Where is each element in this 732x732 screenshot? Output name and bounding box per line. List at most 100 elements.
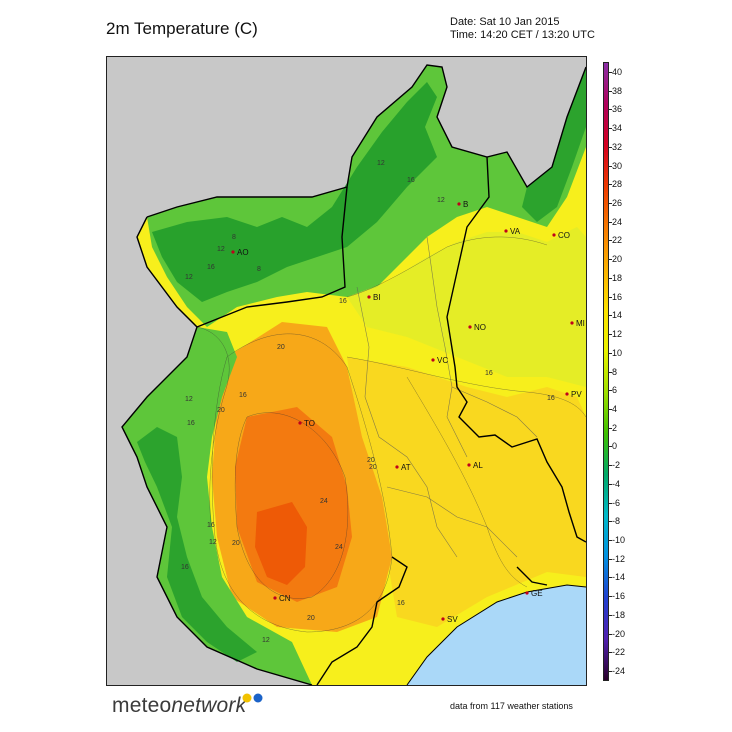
color-scale-tick-mark <box>609 652 612 654</box>
svg-text:VA: VA <box>510 227 521 236</box>
color-scale-tick-mark <box>609 315 612 317</box>
meteonetwork-logo: meteonetwork <box>112 694 247 717</box>
map-canvas: 12 16 12 8 12 16 12 8 16 20 16 12 16 20 … <box>107 57 586 685</box>
sea-area <box>407 585 586 685</box>
contour-label: 16 <box>485 370 493 377</box>
color-scale-tick-label: -14 <box>612 572 626 583</box>
color-scale-tick-label: 24 <box>612 216 623 227</box>
color-scale-tick-label: 2 <box>612 422 618 433</box>
svg-text:CO: CO <box>558 231 570 240</box>
contour-label: 16 <box>547 395 555 402</box>
color-scale-tick-mark <box>609 596 612 598</box>
city-marker[interactable]: BI <box>367 293 381 302</box>
contour-label: 16 <box>207 264 215 271</box>
color-scale-tick-label: 14 <box>612 310 623 321</box>
color-scale-tick-label: 12 <box>612 329 623 340</box>
color-scale-tick-mark <box>609 633 612 635</box>
color-scale-tick-label: -18 <box>612 609 626 620</box>
contour-label: 20 <box>307 615 315 622</box>
color-scale-tick-label: 22 <box>612 235 623 246</box>
color-scale-tick-mark <box>609 614 612 616</box>
svg-text:BI: BI <box>373 293 381 302</box>
city-marker[interactable]: B <box>457 200 468 209</box>
color-scale-ticks: 40 38 36 34 32 30 28 26 24 22 20 18 16 14 12 10 8 6 4 2 0 -2-… <box>609 62 652 681</box>
color-scale-tick-mark <box>609 521 612 523</box>
color-scale-tick-label: -10 <box>612 534 626 545</box>
contour-label: 16 <box>339 298 347 305</box>
color-scale-tick-label: -20 <box>612 628 626 639</box>
city-marker[interactable]: AO <box>231 248 249 257</box>
timestamp-block: Date: Sat 10 Jan 2015 Time: 14:20 CET / … <box>450 16 595 42</box>
color-scale-tick-mark <box>609 446 612 448</box>
color-scale-tick-label: 34 <box>612 123 623 134</box>
color-scale-tick-label: 6 <box>612 385 618 396</box>
contour-label: 16 <box>239 392 247 399</box>
city-marker[interactable]: SV <box>441 615 458 624</box>
city-marker[interactable]: PV <box>565 390 582 399</box>
color-scale-tick-mark <box>609 390 612 392</box>
city-marker[interactable]: VA <box>504 227 521 236</box>
color-scale-tick-mark <box>609 259 612 261</box>
contour-label: 20 <box>367 457 375 464</box>
city-marker[interactable]: TO <box>298 419 315 428</box>
contour-label: 16 <box>181 564 189 571</box>
color-scale-tick-mark <box>609 221 612 223</box>
contour-label: 16 <box>207 522 215 529</box>
map-title: 2m Temperature (C) <box>106 19 258 38</box>
color-scale-tick-label: 38 <box>612 85 623 96</box>
contour-label: 20 <box>232 540 240 547</box>
alps-dark-band <box>152 82 437 302</box>
time-label: Time: 14:20 CET / 13:20 UTC <box>450 29 595 41</box>
svg-text:NO: NO <box>474 323 486 332</box>
contour-label: 20 <box>217 407 225 414</box>
contour-label: 20 <box>369 464 377 471</box>
color-scale-tick-mark <box>609 408 612 410</box>
svg-text:AL: AL <box>473 461 483 470</box>
city-marker[interactable]: MI <box>570 319 585 328</box>
svg-text:SV: SV <box>447 615 458 624</box>
contour-label: 16 <box>397 600 405 607</box>
color-scale-tick-label: 28 <box>612 179 623 190</box>
contour-label: 12 <box>262 637 270 644</box>
region-borders <box>121 64 586 685</box>
color-scale-tick-mark <box>609 146 612 148</box>
alps-east-band <box>522 67 586 222</box>
color-scale-tick-mark <box>609 72 612 73</box>
city-marker[interactable]: VC <box>431 356 448 365</box>
svg-text:VC: VC <box>437 356 448 365</box>
color-scale-tick-label: -24 <box>612 666 626 676</box>
coastline <box>406 584 586 685</box>
contour-label: 12 <box>185 396 193 403</box>
color-scale-tick-mark <box>609 558 612 560</box>
city-marker[interactable]: CN <box>273 594 291 603</box>
city-marker[interactable]: AL <box>467 461 483 470</box>
temperature-map[interactable]: 12 16 12 8 12 16 12 8 16 20 16 12 16 20 … <box>106 56 587 686</box>
color-scale-tick-label: -6 <box>612 497 621 508</box>
color-scale-tick-mark <box>609 483 612 485</box>
color-scale-tick-label: 0 <box>612 441 618 452</box>
city-marker[interactable]: AT <box>395 463 411 472</box>
color-scale-tick-mark <box>609 352 612 354</box>
color-scale-tick-label: -4 <box>612 478 621 489</box>
color-scale-tick-label: -22 <box>612 647 626 658</box>
svg-text:AO: AO <box>237 248 249 257</box>
svg-text:AT: AT <box>401 463 411 472</box>
svg-text:PV: PV <box>571 390 582 399</box>
hottest-zone <box>255 502 307 585</box>
color-scale-tick-label: 8 <box>612 366 618 377</box>
color-scale-tick-label: 32 <box>612 141 623 152</box>
color-scale-tick-label: 10 <box>612 347 623 358</box>
city-marker[interactable]: NO <box>468 323 486 332</box>
color-scale-tick-mark <box>609 539 612 541</box>
hills-zone <box>347 227 586 387</box>
contour-label: 12 <box>217 246 225 253</box>
color-scale-tick-label: 4 <box>612 403 618 414</box>
date-label: Date: Sat 10 Jan 2015 <box>450 16 560 28</box>
color-scale-tick-mark <box>609 128 612 130</box>
city-marker[interactable]: GE <box>525 589 543 598</box>
color-scale-tick-mark <box>609 90 612 92</box>
city-marker[interactable]: CO <box>552 231 570 240</box>
province-borders <box>356 236 538 558</box>
contour-label: 12 <box>437 197 445 204</box>
color-scale-tick-label: -12 <box>612 553 626 564</box>
